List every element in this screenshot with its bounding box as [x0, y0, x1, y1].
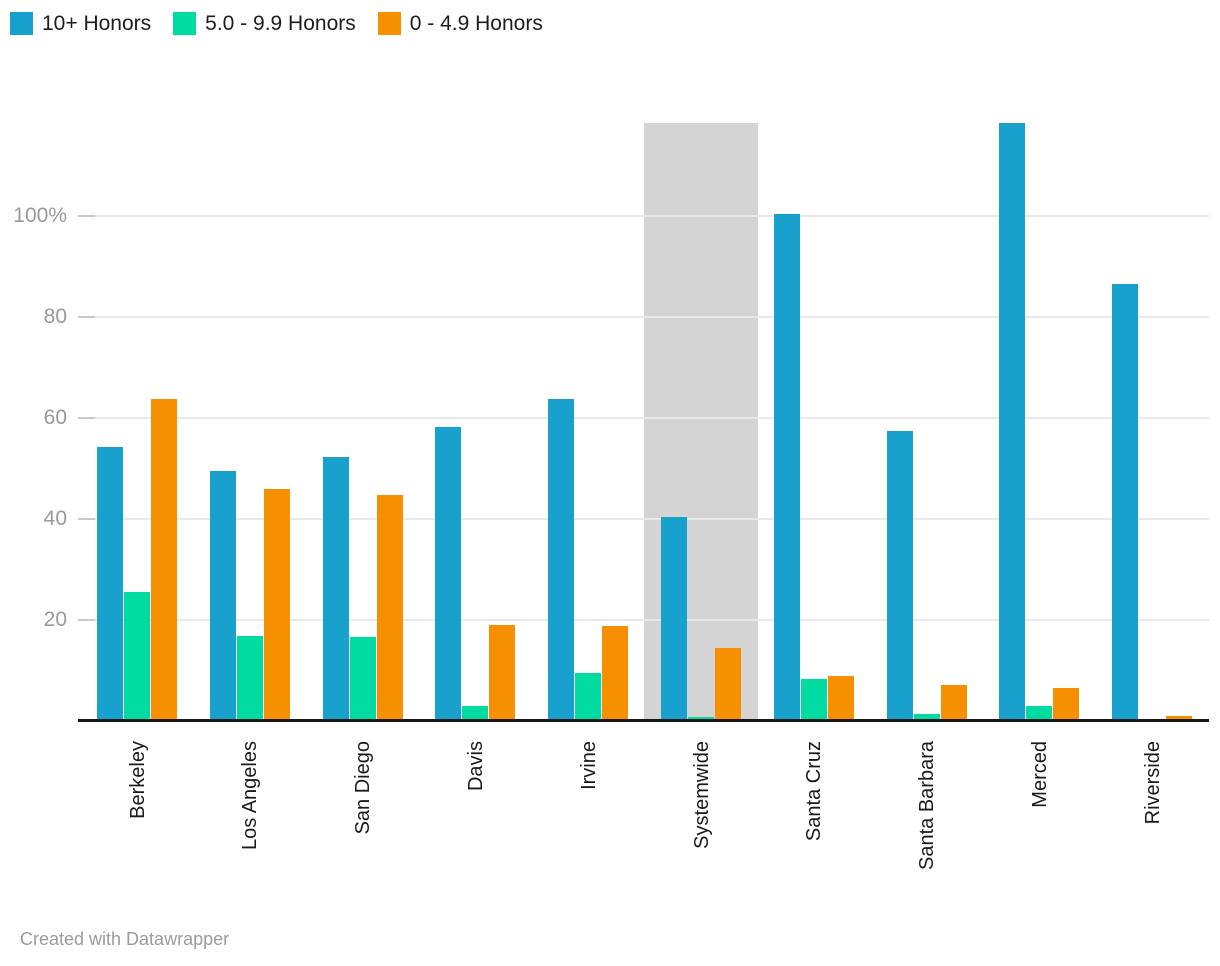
bar [236, 636, 263, 721]
x-category-label: Santa Barbara [916, 741, 939, 870]
plot-area [78, 110, 1209, 722]
bar [151, 398, 177, 721]
bar [376, 494, 403, 721]
bar [1053, 688, 1080, 721]
bar [575, 672, 602, 721]
grid-line [78, 518, 1209, 521]
bar [773, 214, 800, 721]
bar [435, 427, 462, 721]
grid-line [78, 417, 1209, 420]
legend-item: 0 - 4.9 Honors [377, 12, 543, 35]
y-tick-label: 40 [43, 507, 67, 531]
y-tick-label: 100% [13, 204, 67, 228]
bar [661, 516, 687, 721]
bar [1026, 705, 1053, 721]
x-category-label: Systemwide [690, 741, 713, 849]
x-category-label: Santa Cruz [803, 741, 826, 842]
bar [940, 685, 967, 721]
grid-line [78, 316, 1209, 319]
bar [548, 398, 575, 721]
bar [715, 648, 741, 721]
legend-label: 5.0 - 9.9 Honors [205, 12, 356, 35]
bar [489, 625, 516, 721]
bar [209, 471, 236, 721]
y-tick-label: 80 [43, 305, 67, 329]
legend: 10+ Honors 5.0 - 9.9 Honors 0 - 4.9 Honors [10, 12, 565, 35]
grid-line [78, 619, 1209, 621]
legend-swatch [10, 12, 33, 35]
axis-tick [78, 215, 95, 218]
y-tick-label: 20 [43, 608, 67, 631]
bar [322, 457, 349, 721]
x-category-label: Irvine [577, 741, 600, 790]
bar [462, 705, 489, 721]
legend-item: 5.0 - 9.9 Honors [173, 12, 356, 35]
legend-label: 10+ Honors [42, 12, 152, 35]
axis-tick [78, 619, 95, 621]
grid-line [78, 215, 1209, 218]
credit-text: Created with Datawrapper [20, 929, 230, 949]
x-category-label: Merced [1028, 741, 1051, 808]
bar [124, 592, 150, 721]
bar [263, 488, 290, 721]
legend-item: 10+ Honors [10, 12, 151, 35]
axis-tick [78, 316, 95, 319]
y-tick-label: 60 [43, 406, 67, 430]
legend-swatch [173, 12, 197, 35]
bar [1112, 284, 1139, 721]
bar [602, 626, 629, 721]
bar [1166, 716, 1193, 721]
x-category-label: Riverside [1141, 741, 1164, 825]
bar [827, 676, 854, 721]
x-category-label: Los Angeles [239, 741, 262, 850]
axis-tick [78, 417, 95, 420]
x-category-label: Davis [464, 741, 487, 792]
axis-tick [78, 518, 95, 521]
legend-swatch [377, 12, 401, 35]
bar [800, 679, 827, 721]
bar [913, 713, 940, 721]
bar [999, 122, 1026, 721]
legend-label: 0 - 4.9 Honors [409, 12, 543, 35]
bar [97, 447, 123, 721]
bar [886, 431, 913, 721]
x-category-label: San Diego [352, 741, 375, 835]
x-axis-baseline [78, 719, 1209, 722]
bar [349, 637, 376, 721]
x-category-label: Berkeley [126, 741, 149, 819]
